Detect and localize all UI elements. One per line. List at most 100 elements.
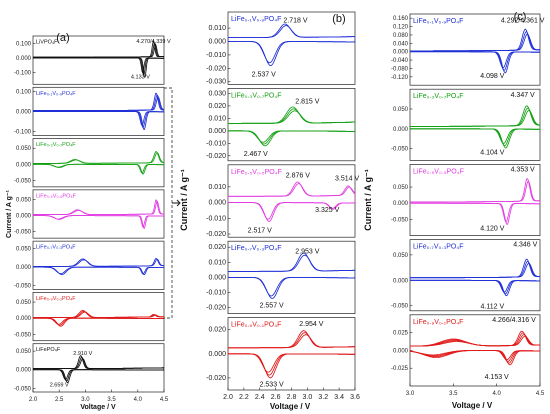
y-tick-label: -0.100 — [14, 130, 32, 136]
peak-annotation: 4.347 V — [511, 92, 535, 99]
peak-annotation: 4.098 V — [480, 73, 504, 80]
y-tick-label: -0.010 — [206, 289, 226, 296]
subplot: 0.100 0.000 -0.100 LiVPO₄F 4.270/4.339 V 4.13… — [14, 35, 171, 85]
cv-curve — [33, 200, 164, 228]
peak-annotation: 4.104 V — [480, 149, 504, 156]
x-axis: 3.0 3.5 4.0 4.5 — [406, 383, 545, 397]
series-label: LiFe₀.₅V₀.₅PO₄F — [36, 193, 77, 199]
cv-curve — [33, 358, 164, 380]
y-tick-label: 0.000 — [16, 214, 32, 220]
subplot-frame — [409, 239, 541, 312]
y-tick-label: -0.050 — [14, 230, 32, 236]
y-tick-label: -0.020 — [206, 231, 226, 238]
x-tick-label: 4.5 — [536, 391, 545, 397]
x-tick-label: 3.0 — [303, 394, 313, 401]
panel-connector — [164, 87, 181, 319]
y-tick-label: 0.000 — [208, 274, 226, 281]
series-label: LiFe₀.₉V₀.₁PO₄F — [413, 319, 463, 326]
cv-curve — [410, 330, 540, 366]
cv-curve — [228, 110, 355, 143]
x-tick-label: 2.8 — [287, 394, 297, 401]
panel-letter: (a) — [56, 32, 69, 44]
y-tick-label: -0.050 — [391, 304, 409, 310]
y-tick-label: 0.050 — [393, 253, 409, 259]
y-tick-label: 0.000 — [16, 368, 32, 374]
subplot: 0.020 0.010 0.000 -0.010 -0.020 LiFe₀.₇V₀.₃PO… — [206, 240, 356, 314]
y-tick-label: -0.020 — [206, 375, 226, 382]
panel-b: 0.010 0.000 -0.010 -0.020 -0.030 LiFe₀.₁V₀.₉P… — [179, 11, 360, 411]
cv-curve — [33, 96, 164, 126]
x-axis: 2.0 2.5 3.0 3.5 4.0 4.5 — [29, 389, 169, 403]
subplot: 0.020 0.000 -0.020 LiFe₀.₉V₀.₁PO₄F 2.954 V 2.… — [206, 317, 356, 391]
peak-annotation: 2.815 V — [295, 98, 319, 105]
cv-curve — [228, 183, 355, 220]
y-tick-label: 0.050 — [16, 247, 32, 253]
y-tick-label: 0.040 — [393, 41, 409, 47]
x-axis-label: Voltage / V — [452, 401, 493, 410]
y-tick-label: 0.030 — [208, 90, 226, 97]
y-tick-label: -0.050 — [14, 386, 32, 392]
peak-annotation: 2.557 V — [260, 303, 284, 310]
y-tick-label: 0.100 — [16, 89, 32, 95]
y-tick-label: 0.010 — [208, 115, 226, 122]
cv-curve — [410, 180, 540, 223]
y-tick-label: 0.000 — [208, 351, 226, 358]
x-tick-label: 3.4 — [334, 394, 344, 401]
cv-curve — [33, 356, 164, 382]
x-tick-label: 4.0 — [134, 397, 143, 403]
cv-curve — [228, 181, 355, 222]
cv-curve — [228, 334, 355, 373]
series-label: LiFe₀.₅V₀.₅PO₄F — [413, 168, 464, 175]
panel-a: 0.100 0.000 -0.100 LiVPO₄F 4.270/4.339 V 4.13… — [6, 32, 171, 411]
x-tick-label: 3.5 — [107, 397, 116, 403]
subplot: 0.050 0.000 -0.050 LiFe₀.₅V₀.₅PO₄F 4.353 V 4.… — [391, 164, 541, 236]
cv-curve — [228, 25, 355, 64]
series-label: LiFe₀.₇V₀.₃PO₄F — [36, 245, 76, 251]
y-tick-label: 0.000 — [393, 50, 409, 56]
cv-curve — [228, 254, 355, 297]
arrow-icon — [172, 199, 181, 207]
series-label: LiFePO₄F — [36, 347, 61, 353]
peak-annotation: 4.112 V — [481, 303, 505, 310]
series-label: LiFe₀.₉V₀.₁PO₄F — [36, 296, 76, 302]
cv-curve — [228, 252, 355, 299]
y-tick-label: 0.000 — [16, 316, 32, 322]
y-axis-label: Current / A g⁻¹ — [363, 169, 373, 231]
x-tick-label: 4.5 — [160, 397, 169, 403]
cv-curve — [410, 107, 540, 147]
y-tick-label: 0.000 — [16, 265, 32, 271]
series-label: LiFe₀.₁V₀.₉PO₄F — [36, 91, 76, 97]
x-tick-label: 3.0 — [406, 391, 415, 397]
peak-annotation: 4.120 V — [480, 226, 504, 233]
y-tick-label: 0.010 — [208, 184, 226, 191]
series-label: LiFe₀.₃V₀.₇PO₄F — [36, 142, 76, 148]
y-tick-label: -0.030 — [206, 79, 226, 86]
peak-annotation: 2.718 V — [283, 18, 307, 25]
y-tick-label: 0.000 — [393, 348, 409, 354]
y-tick-label: 0.000 — [16, 162, 32, 168]
y-tick-label: 0.050 — [16, 349, 32, 355]
y-tick-label: 0.080 — [393, 33, 409, 39]
subplot-frame — [227, 11, 356, 85]
y-tick-label: 0.050 — [393, 107, 409, 113]
peak-annotation: 2.533 V — [260, 381, 284, 388]
cv-curve — [410, 334, 540, 362]
x-tick-label: 2.5 — [55, 397, 64, 403]
dashed-bracket — [164, 87, 173, 319]
series-label: LiFe₀.₁V₀.₉PO₄F — [413, 18, 463, 25]
x-tick-label: 3.2 — [318, 394, 328, 401]
y-tick-label: 0.000 — [208, 38, 226, 45]
y-tick-label: 0.050 — [16, 300, 32, 306]
subplot: 0.160 0.120 0.080 0.040 0.000 -0.040 -0.080 -0.… — [391, 13, 545, 86]
cv-curve — [33, 258, 164, 275]
peak-annotation: 2.954 V — [299, 321, 323, 328]
series-label: LiFe₀.₇V₀.₃PO₄F — [413, 244, 464, 251]
x-axis: 2.0 2.2 2.4 2.6 2.8 3.0 3.2 3.4 3.6 — [223, 387, 360, 401]
cv-curve — [410, 105, 540, 149]
subplot: 0.100 0.000 -0.100 LiFe₀.₁V₀.₉PO₄F — [14, 86, 165, 136]
subplot: 0.030 0.020 0.010 0.000 -0.010 -0.020 LiFe₀.₃V… — [206, 88, 356, 162]
peak-annotation: 3.514 V — [335, 176, 359, 183]
y-tick-label: 0.010 — [208, 25, 226, 32]
peak-annotation: 2.467 V — [244, 151, 268, 158]
